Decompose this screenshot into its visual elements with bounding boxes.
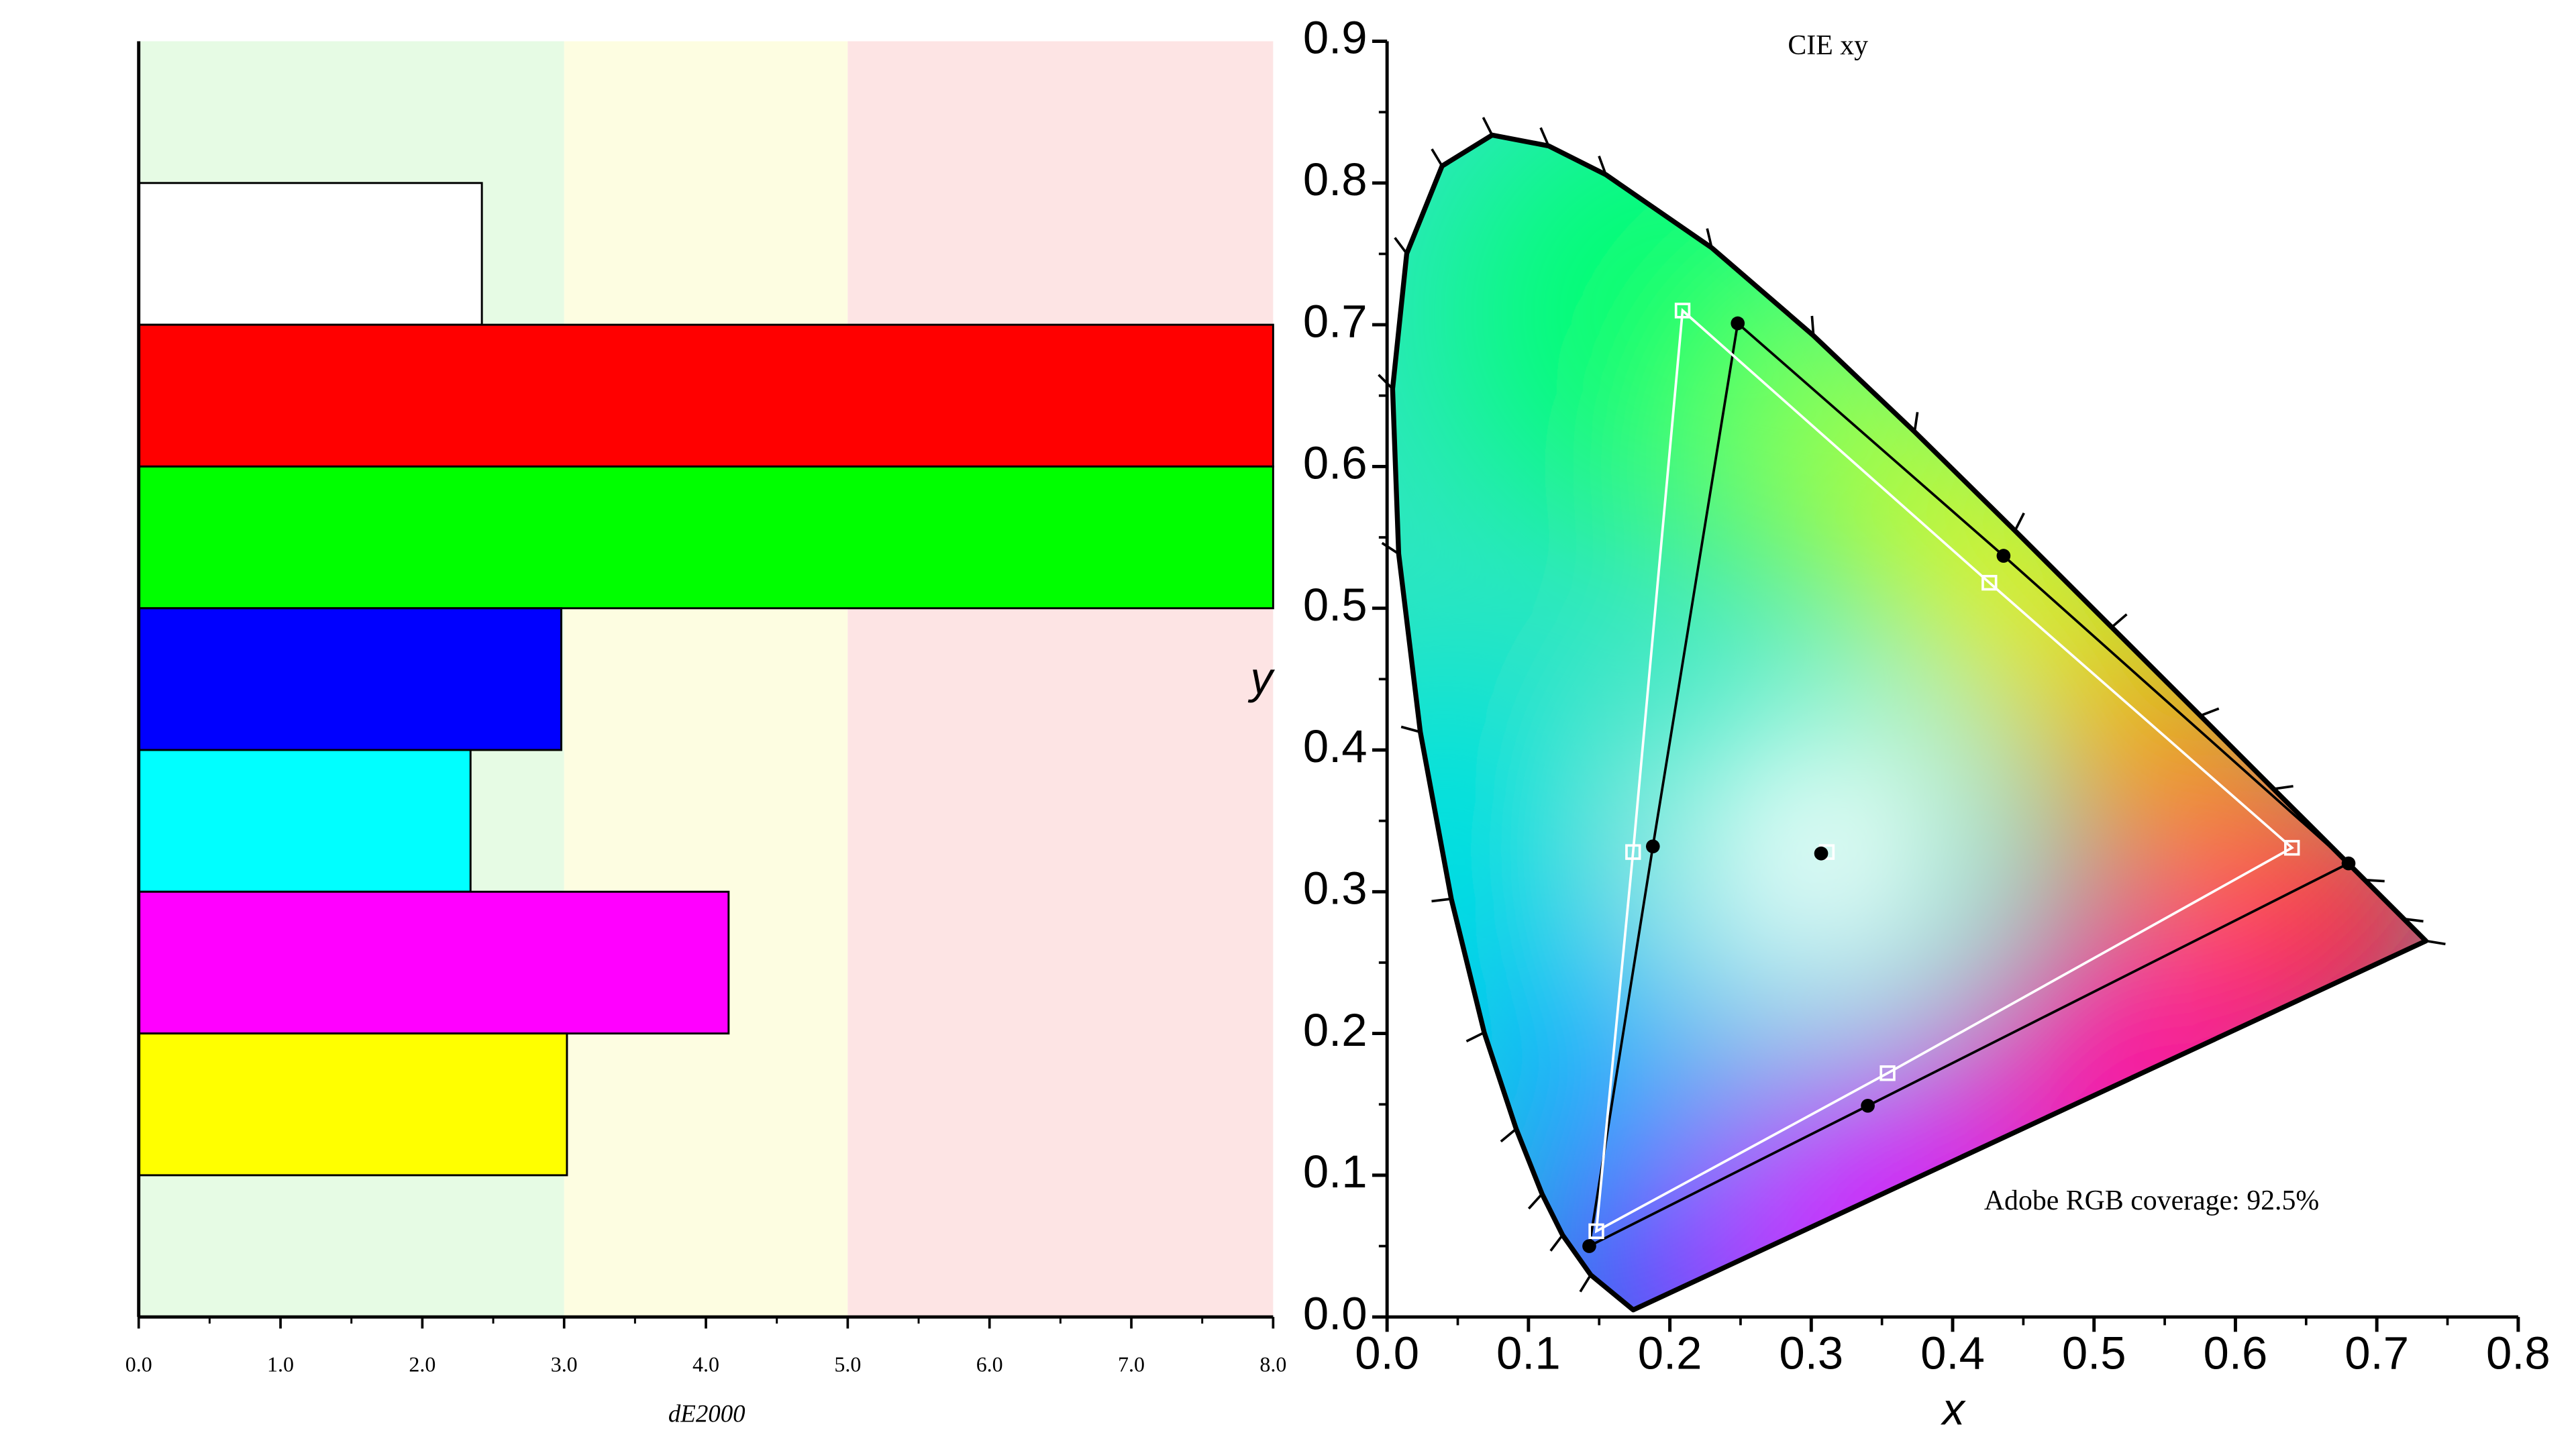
wavelength-tick [1913,412,1919,432]
wavelength-tick [2273,785,2294,790]
x-tick-label: 1.0 [267,1352,294,1376]
wavelength-tick [1381,541,1400,555]
x-tick-label: 0.7 [2345,1327,2409,1379]
x-tick-label: 0.6 [2204,1327,2268,1379]
wavelength-tick [1465,1031,1485,1042]
point-marker [1674,303,1691,319]
y-tick-label: 0.5 [1303,579,1368,631]
point-marker [2341,856,2356,871]
y-tick-label: 0.6 [1303,437,1368,489]
x-tick-label: 0.0 [1355,1327,1419,1379]
point-marker [1625,844,1641,860]
x-axis-label: x [1941,1385,1967,1434]
point-marker [1879,1065,1896,1081]
y-tick-label: 0.4 [1303,720,1368,772]
y-tick-label: 0.8 [1303,154,1368,205]
point-marker [1588,1223,1604,1240]
point-marker [2284,840,2300,856]
wavelength-tick [1579,1274,1592,1293]
x-tick-label: 0.1 [1496,1327,1561,1379]
zone-band [847,41,1274,1318]
wavelength-tick [1394,237,1408,255]
chromaticity-fill [1392,135,2426,1310]
wavelength-tick [2403,917,2424,923]
y-axis-label: y [1248,654,1276,704]
wavelength-tick [1706,228,1713,248]
y-tick-label: 0.7 [1303,295,1368,347]
x-tick-label: 0.2 [1638,1327,1702,1379]
y-tick-label: 0.1 [1303,1146,1368,1197]
wavelength-tick [1527,1193,1543,1210]
point-marker [1996,549,2011,563]
point-marker [1861,1099,1875,1113]
x-tick-label: 0.0 [125,1352,152,1376]
wavelength-tick [2425,939,2446,946]
wavelength-tick [2110,613,2128,629]
wavelength-tick [1810,315,1815,336]
x-tick-label: 2.0 [409,1352,435,1376]
bar [138,1032,568,1177]
x-tick-label: 7.0 [1118,1352,1145,1376]
spectral-locus [1390,132,2428,1313]
wavelength-tick [1400,725,1421,733]
x-tick-label: 0.3 [1779,1327,1843,1379]
x-tick-label: 0.5 [2062,1327,2126,1379]
point-marker [1814,846,1828,861]
x-tick-label: 3.0 [551,1352,578,1376]
y-tick-label: 0.0 [1303,1287,1368,1339]
y-tick-label: 0.3 [1303,863,1368,914]
wavelength-tick [1549,1234,1564,1252]
wavelength-tick [1482,117,1494,136]
wavelength-tick [1539,127,1550,147]
y-tick-label: 0.2 [1303,1004,1368,1056]
x-tick-label: 5.0 [834,1352,861,1376]
wavelength-tick [2365,878,2385,883]
bar [138,465,1274,610]
chart-title: CIE xy [1788,30,1868,61]
wavelength-tick [1431,898,1452,903]
wavelength-tick [1500,1128,1517,1143]
wavelength-tick [1431,148,1443,167]
x-axis-label: dE2000 [668,1399,745,1427]
wavelength-tick [1598,155,1607,175]
x-tick-label: 6.0 [976,1352,1003,1376]
x-tick-label: 8.0 [1259,1352,1286,1376]
x-tick-label: 4.0 [692,1352,719,1376]
bar [138,749,472,893]
wavelength-tick [2014,512,2025,531]
point-marker [1981,574,1998,591]
zone-band [564,41,848,1318]
y-tick-label: 0.9 [1303,12,1368,64]
point-marker [1582,1239,1596,1253]
bar [138,890,730,1035]
point-marker [1731,316,1745,331]
x-tick-label: 0.4 [1920,1327,1985,1379]
annotation: Adobe RGB coverage: 92.5% [1984,1185,2319,1216]
bar [138,182,483,326]
x-tick-label: 0.8 [2486,1327,2551,1379]
bar [138,607,562,751]
wavelength-tick [2200,707,2220,717]
point-marker [1645,839,1660,854]
gamut-triangle [1594,308,2294,1234]
bar [138,323,1274,468]
